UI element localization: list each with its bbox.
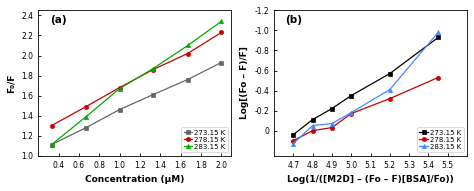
- 278.15 K: [219, 31, 224, 34]
- 283.15 K: [348, 111, 354, 114]
- 278.15 K: [387, 97, 392, 100]
- Line: 273.15 K: 273.15 K: [291, 35, 440, 137]
- 283.15 K: [435, 31, 441, 34]
- 273.15 K: [150, 93, 156, 96]
- 273.15 K: [117, 108, 122, 111]
- 273.15 K: [291, 134, 296, 136]
- Line: 278.15 K: 278.15 K: [49, 30, 223, 128]
- 283.15 K: [150, 67, 156, 70]
- 273.15 K: [49, 143, 55, 146]
- Y-axis label: F₀/F: F₀/F: [7, 73, 16, 93]
- 278.15 K: [150, 68, 156, 71]
- 278.15 K: [185, 52, 191, 55]
- Line: 283.15 K: 283.15 K: [49, 19, 223, 147]
- Legend: 273.15 K, 278.15 K, 283.15 K: 273.15 K, 278.15 K, 283.15 K: [417, 127, 464, 152]
- Y-axis label: Log[(Fo – F)/F]: Log[(Fo – F)/F]: [240, 47, 249, 120]
- 283.15 K: [219, 20, 224, 23]
- 283.15 K: [387, 88, 392, 91]
- 278.15 K: [435, 76, 441, 79]
- 273.15 K: [83, 126, 89, 129]
- 273.15 K: [435, 36, 441, 39]
- 273.15 K: [329, 107, 335, 110]
- Text: (a): (a): [50, 15, 66, 25]
- X-axis label: Concentration (μM): Concentration (μM): [85, 175, 184, 184]
- Legend: 273.15 K, 278.15 K, 283.15 K: 273.15 K, 278.15 K, 283.15 K: [182, 127, 228, 152]
- 278.15 K: [291, 139, 296, 142]
- 283.15 K: [49, 143, 55, 146]
- 283.15 K: [185, 44, 191, 47]
- 278.15 K: [83, 105, 89, 108]
- 273.15 K: [387, 72, 392, 75]
- 278.15 K: [329, 126, 335, 129]
- 283.15 K: [310, 125, 316, 127]
- 273.15 K: [310, 118, 316, 121]
- Line: 278.15 K: 278.15 K: [291, 75, 440, 143]
- X-axis label: Log(1/([M2D] – (Fo – F)[BSA]/Fo)): Log(1/([M2D] – (Fo – F)[BSA]/Fo)): [287, 175, 454, 184]
- 283.15 K: [291, 142, 296, 145]
- Text: (b): (b): [286, 15, 302, 25]
- 273.15 K: [348, 94, 354, 97]
- 278.15 K: [348, 112, 354, 115]
- 273.15 K: [219, 61, 224, 64]
- Line: 273.15 K: 273.15 K: [49, 60, 223, 147]
- 283.15 K: [83, 115, 89, 118]
- 278.15 K: [49, 125, 55, 127]
- 273.15 K: [185, 78, 191, 81]
- 278.15 K: [310, 129, 316, 132]
- 283.15 K: [117, 87, 122, 90]
- 283.15 K: [329, 122, 335, 125]
- 278.15 K: [117, 86, 122, 89]
- Line: 283.15 K: 283.15 K: [291, 30, 440, 146]
